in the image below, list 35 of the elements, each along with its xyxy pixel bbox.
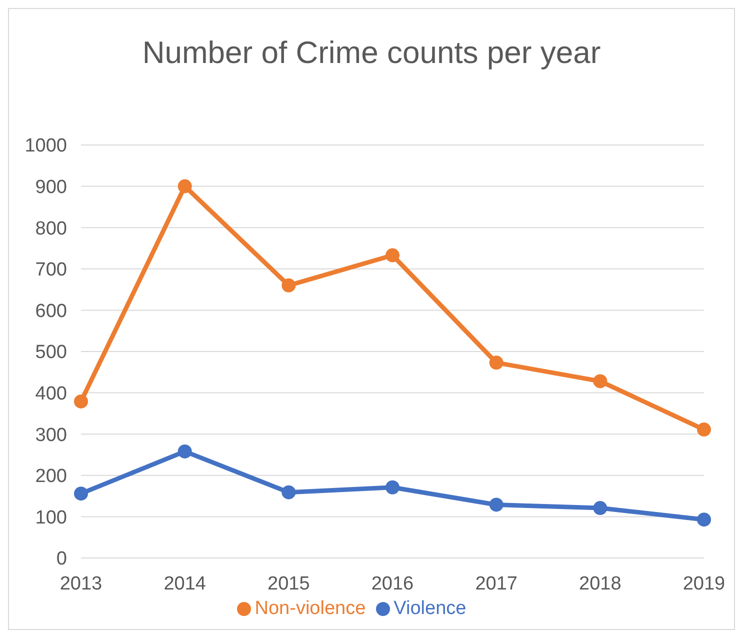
point [697, 422, 711, 437]
point [386, 248, 400, 262]
y-tick-label: 500 [35, 342, 67, 364]
x-tick-label: 2016 [371, 573, 414, 594]
legend-label: Violence [394, 598, 466, 619]
point [697, 512, 711, 527]
point [489, 356, 504, 370]
point [593, 374, 608, 388]
y-tick-label: 200 [35, 466, 67, 488]
point [489, 498, 504, 512]
x-tick-label: 2015 [268, 573, 310, 594]
x-tick-label: 2013 [60, 573, 102, 594]
y-tick-label: 900 [35, 177, 67, 198]
y-tick-label: 600 [35, 300, 67, 322]
x-tick-label: 2017 [475, 573, 518, 594]
y-tick-label: 0 [56, 548, 67, 570]
chart-title: Number of Crime counts per year [141, 34, 602, 72]
point [282, 485, 296, 500]
y-tick-label: 800 [35, 218, 67, 240]
y-tick-label: 700 [35, 260, 67, 281]
y-tick-label: 300 [35, 424, 67, 446]
y-tick-label: 1000 [24, 136, 67, 157]
x-tick-label: 2018 [579, 573, 622, 594]
point [386, 480, 400, 494]
point [178, 179, 192, 194]
legend-label: Non-violence [254, 598, 366, 619]
y-tick-label: 400 [35, 384, 67, 405]
point [74, 394, 88, 408]
point [178, 444, 192, 458]
point [74, 486, 88, 501]
x-tick-label: 2014 [164, 573, 206, 594]
point [593, 501, 608, 516]
point [282, 278, 296, 292]
y-tick-label: 100 [35, 507, 67, 528]
x-tick-label: 2019 [682, 573, 726, 594]
